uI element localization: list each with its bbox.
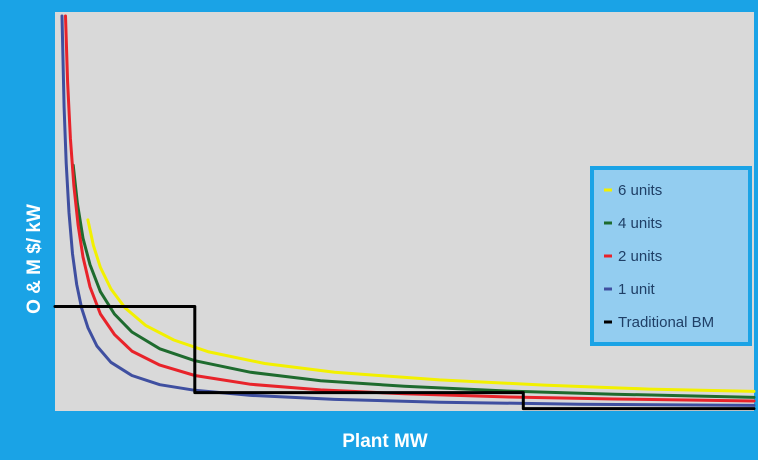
series-line-2-units (64, 14, 756, 403)
legend-label-traditional-bm: Traditional BM (618, 314, 714, 331)
legend-swatch-1-unit (604, 287, 612, 291)
series-layer (53, 14, 756, 411)
legend-label-6-units: 6 units (618, 182, 662, 199)
legend-swatch-traditional-bm (604, 320, 612, 324)
legend-swatch-2-units (604, 254, 612, 258)
legend-items: 6 units 4 units 2 units 1 unit Traditional B… (604, 182, 714, 331)
legend-box (590, 166, 752, 346)
legend-label-2-units: 2 units (618, 248, 662, 265)
legend-swatch-6-units (604, 188, 612, 192)
series-line-traditional-bm (53, 305, 756, 411)
x-axis-label: Plant MW (342, 431, 428, 452)
legend: 6 units 4 units 2 units 1 unit Traditional B… (590, 166, 752, 346)
legend-swatch-4-units (604, 221, 612, 225)
legend-label-1-unit: 1 unit (618, 281, 656, 298)
series-line-6-units (86, 218, 756, 393)
series-line-1-unit (60, 14, 756, 407)
series-line-4-units (71, 163, 756, 399)
legend-label-4-units: 4 units (618, 215, 662, 232)
y-axis-label: O & M $/ kW (24, 204, 45, 314)
